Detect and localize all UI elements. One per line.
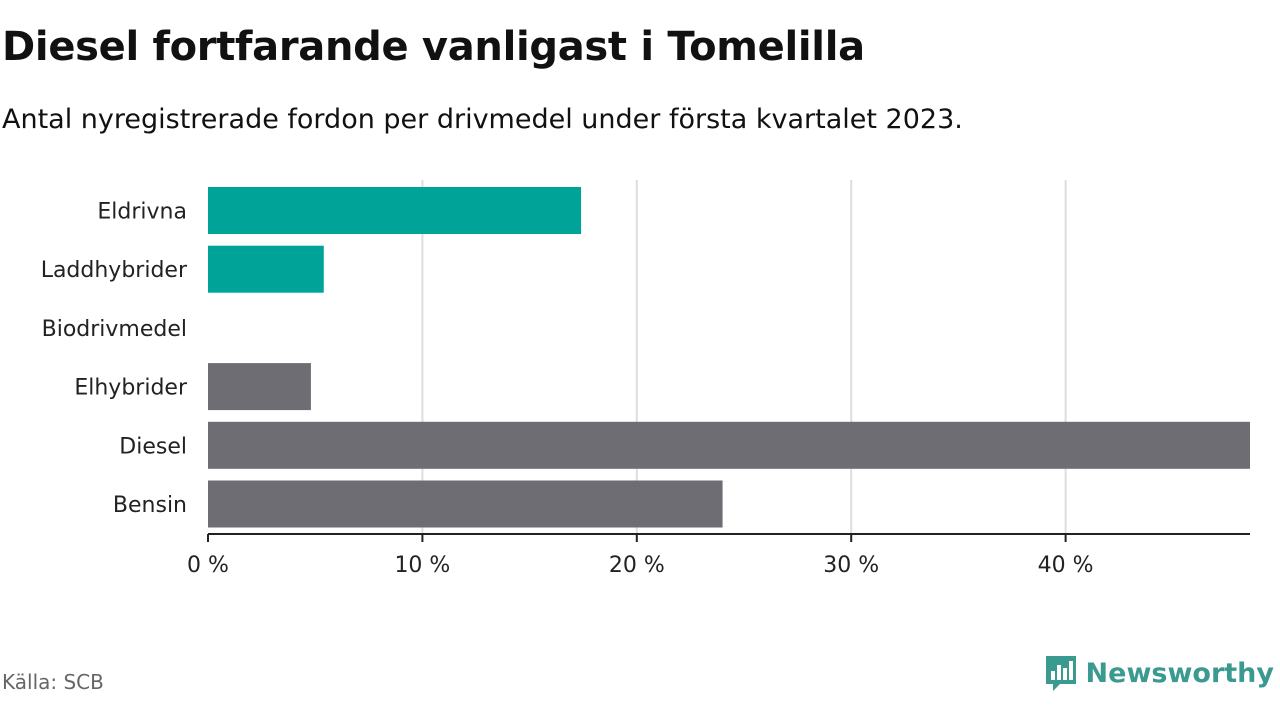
brand-logo: Newsworthy [1044, 654, 1274, 692]
x-tick-label: 40 % [1038, 553, 1094, 578]
category-label: Biodrivmedel [42, 317, 187, 342]
bar [208, 421, 1250, 469]
category-label: Diesel [119, 434, 187, 459]
bar [208, 363, 311, 411]
chart-subtitle: Antal nyregistrerade fordon per drivmede… [2, 104, 963, 135]
bar [208, 480, 723, 528]
chart-title: Diesel fortfarande vanligast i Tomelilla [2, 24, 865, 70]
category-label: Laddhybrider [41, 258, 188, 283]
x-tick-label: 0 % [187, 553, 229, 578]
x-tick-label: 10 % [394, 553, 450, 578]
bar [208, 187, 582, 234]
category-label: Elhybrider [74, 376, 188, 401]
newsworthy-logo-icon [1045, 656, 1076, 691]
category-label: Eldrivna [97, 200, 187, 225]
category-label: Bensin [113, 493, 187, 518]
x-tick-label: 30 % [823, 553, 879, 578]
brand-name: Newsworthy [1085, 657, 1274, 689]
source-note: Källa: SCB [2, 670, 104, 694]
x-tick-label: 20 % [609, 553, 665, 578]
bar [208, 245, 324, 293]
